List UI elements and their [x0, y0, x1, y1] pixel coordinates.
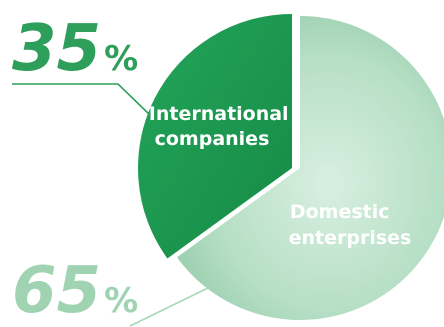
slice-label-international-line1: International [149, 103, 289, 125]
leader-line-international [12, 83, 151, 116]
domestic-percent-sign: % [104, 281, 138, 321]
pie-slices [138, 14, 444, 320]
pie-slice-domestic-enterprises [177, 16, 444, 320]
slice-label-domestic-line2: enterprises [289, 227, 412, 249]
slice-label-international: International companies [149, 103, 295, 150]
value-label-international: 35% [12, 12, 138, 86]
slice-label-international-line2: companies [155, 128, 270, 150]
international-percent-value: 35 [12, 12, 101, 86]
leader-line-domestic [129, 285, 213, 327]
slice-label-domestic-line1: Domestic [290, 201, 390, 223]
value-label-domestic: 65% [12, 254, 138, 327]
international-percent-sign: % [104, 39, 138, 79]
slice-label-domestic: Domestic enterprises [289, 201, 412, 249]
domestic-percent-value: 65 [12, 254, 101, 327]
pie-slice-international-companies [138, 14, 292, 259]
